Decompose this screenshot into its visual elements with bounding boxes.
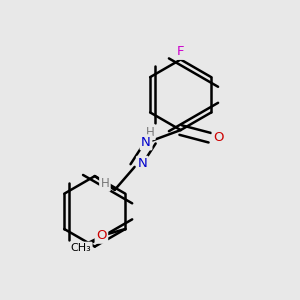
- Text: O: O: [96, 229, 107, 242]
- Text: H: H: [100, 177, 109, 190]
- Text: N: N: [137, 157, 147, 170]
- Text: CH₃: CH₃: [70, 243, 91, 253]
- Text: O: O: [213, 131, 224, 144]
- Text: F: F: [177, 45, 184, 58]
- Text: H: H: [146, 126, 154, 139]
- Text: N: N: [141, 136, 151, 149]
